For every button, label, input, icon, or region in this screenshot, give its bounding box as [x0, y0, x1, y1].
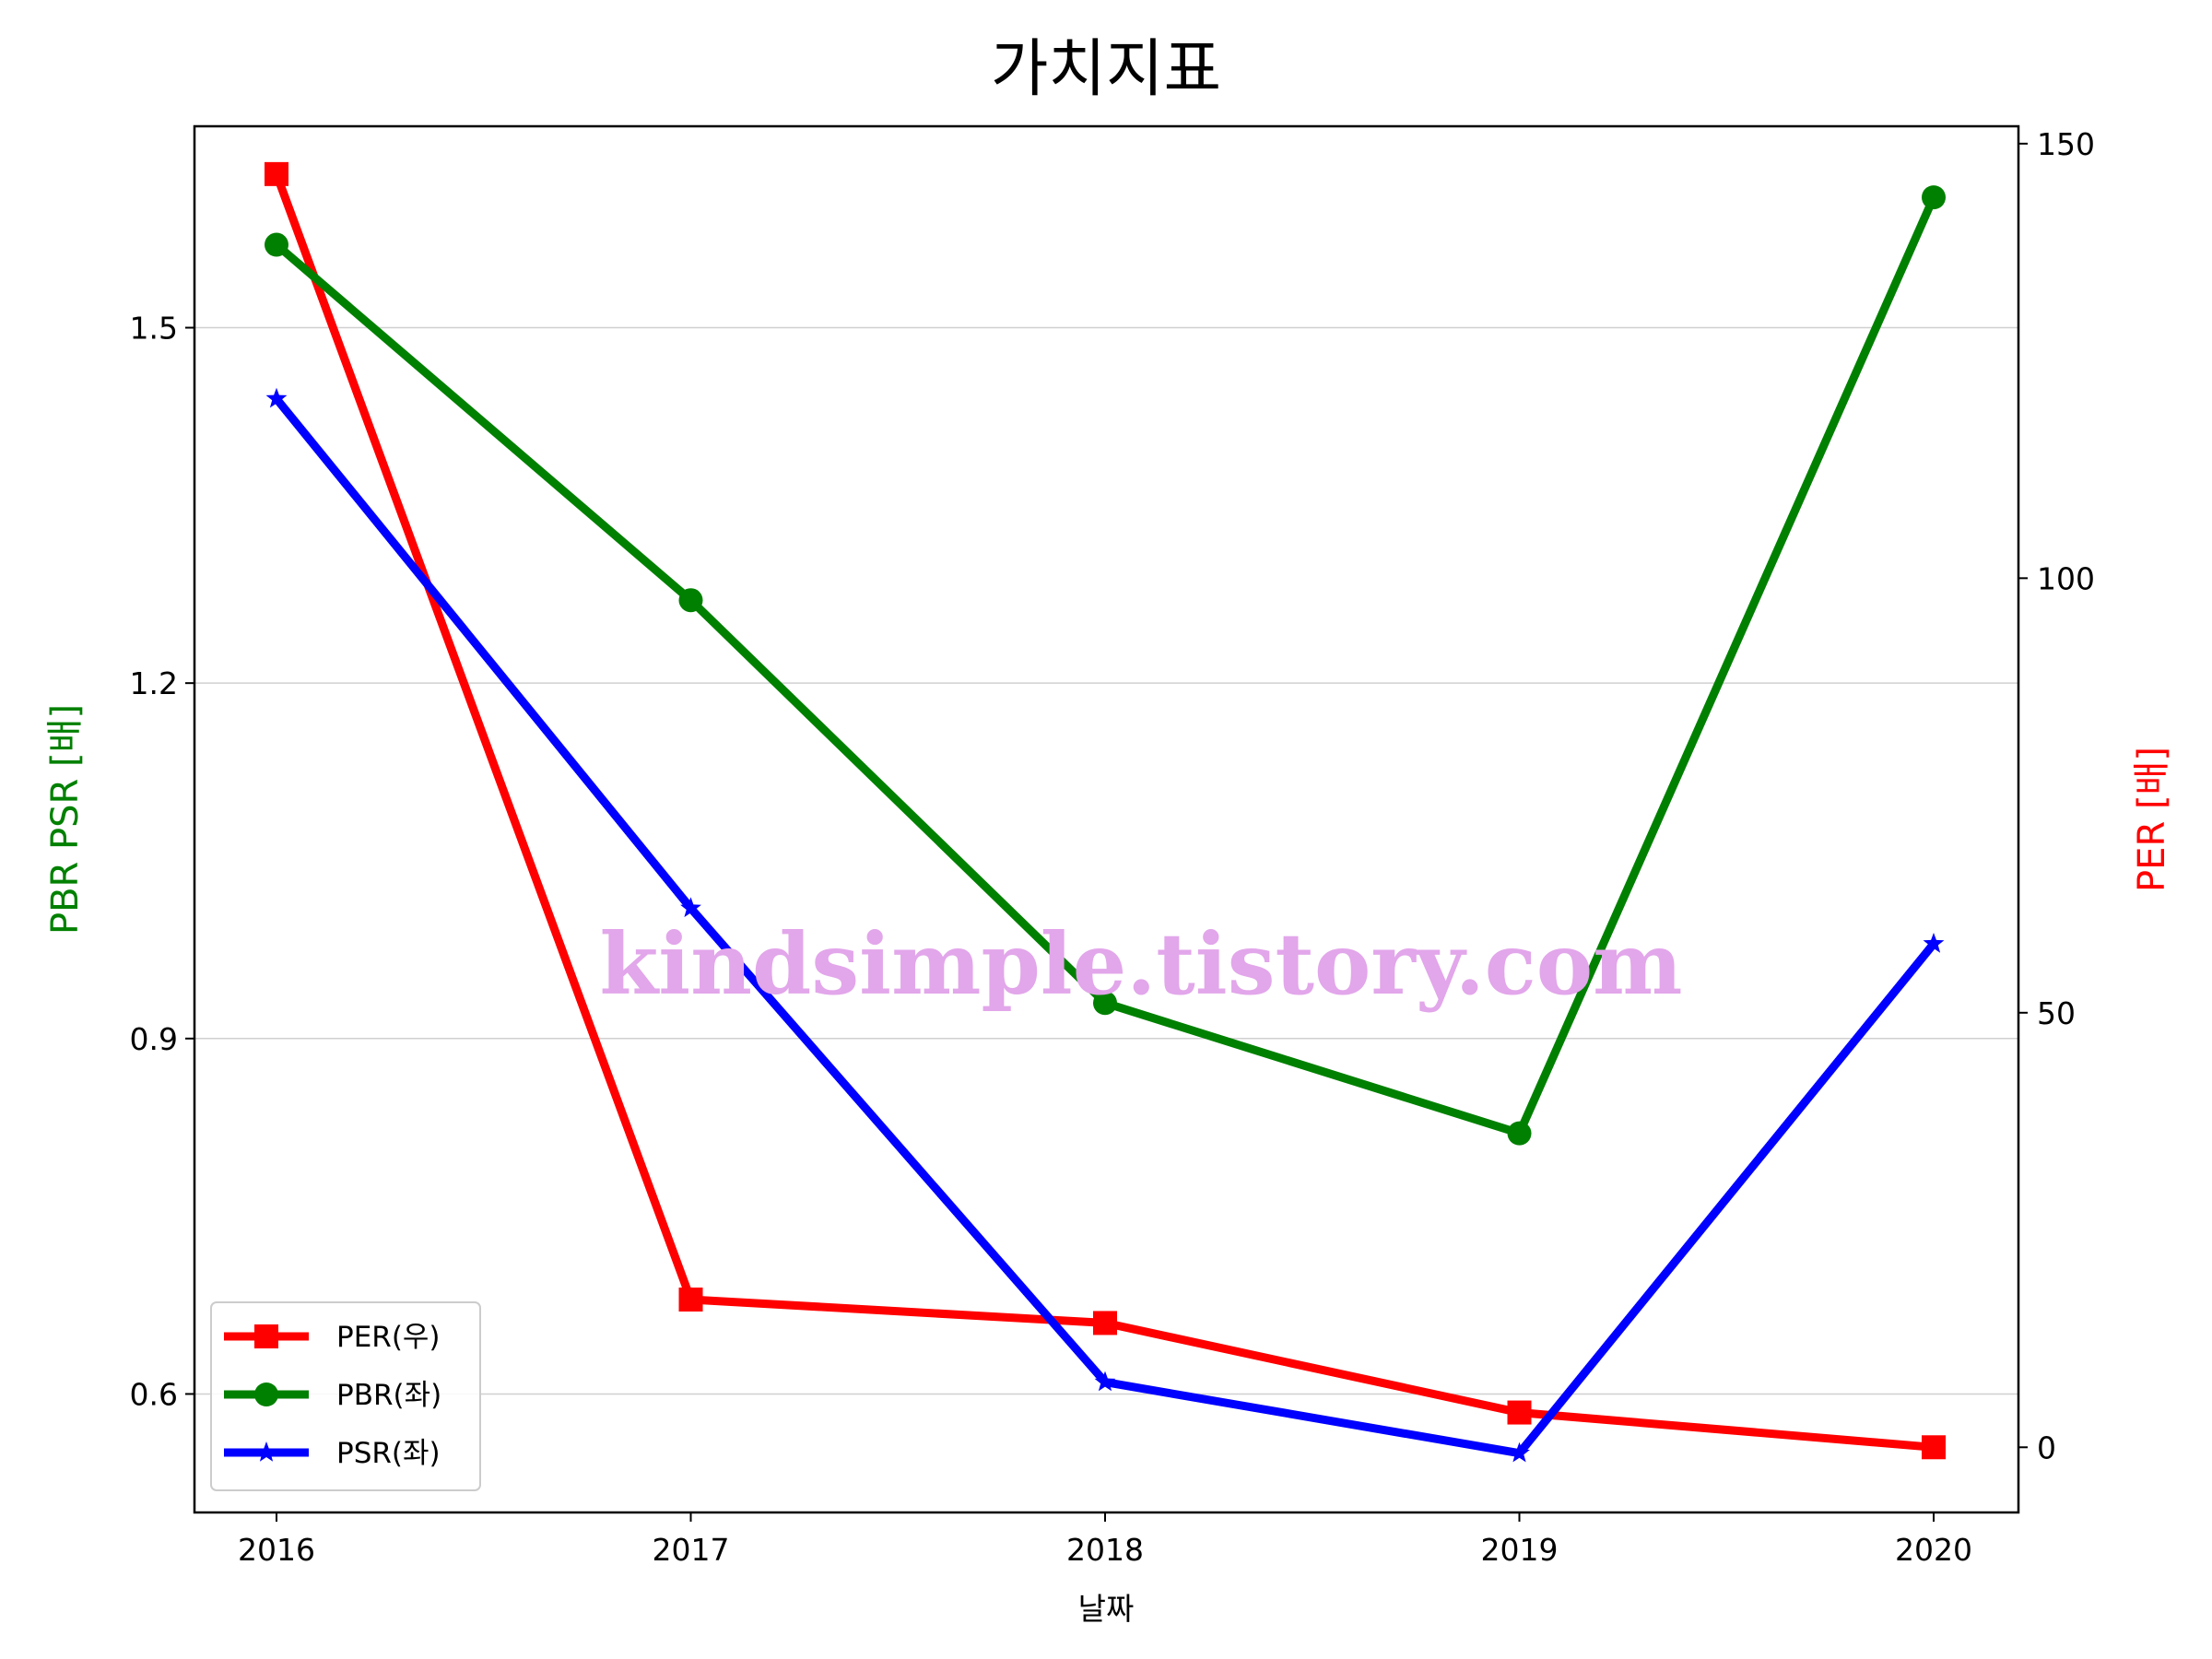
- legend: PER(우) PBR(좌) PSR(좌): [210, 1301, 481, 1491]
- legend-label-psr: PSR(좌): [336, 1437, 441, 1470]
- x-tick-label: 2020: [1895, 1532, 1972, 1568]
- psr-point: [1509, 1441, 1530, 1463]
- x-tick-label: 2017: [653, 1532, 730, 1568]
- x-tick-label: 2019: [1481, 1532, 1559, 1568]
- chart-title: 가치지표: [991, 33, 1221, 106]
- plot-frame: [193, 124, 2020, 1514]
- psr-point: [265, 387, 288, 408]
- x-axis-label: 날짜: [1078, 1591, 1135, 1627]
- left-y-tick-label: 1.5: [130, 311, 178, 347]
- series-psr: [265, 387, 1945, 1463]
- left-y-tick-label: 1.2: [130, 665, 178, 701]
- left-y-tick-label: 0.6: [130, 1376, 178, 1412]
- legend-marker-psr: [255, 1441, 277, 1462]
- pbr-point: [1922, 185, 1946, 210]
- legend-box: [210, 1301, 481, 1491]
- left-y-tick-label: 0.9: [130, 1021, 178, 1057]
- psr-point: [680, 897, 701, 918]
- series-pbr: [265, 185, 1946, 1146]
- pbr-point: [1507, 1121, 1532, 1146]
- legend-marker-pbr: [254, 1382, 278, 1406]
- per-point: [1922, 1435, 1946, 1460]
- psr-point: [1094, 1371, 1116, 1392]
- per-point: [265, 161, 288, 186]
- per-point: [1507, 1400, 1532, 1425]
- right-y-tick-label: 50: [2037, 995, 2076, 1031]
- series-layer: [265, 161, 1946, 1463]
- right-y-tick-label: 150: [2037, 126, 2095, 162]
- pbr-point: [1093, 991, 1117, 1016]
- grid-lines: [194, 326, 2018, 1395]
- per-point: [1093, 1311, 1117, 1335]
- series-per: [265, 161, 1946, 1460]
- left-y-axis: 0.6 0.9 1.2 1.5: [130, 311, 194, 1412]
- right-y-tick-label: 100: [2037, 560, 2095, 596]
- per-line: [272, 172, 1935, 1452]
- watermark-text: kindsimple.tistory.com: [599, 914, 1682, 1014]
- right-y-axis: 0 50 100 150: [2018, 126, 2095, 1465]
- right-y-tick-label: 0: [2037, 1430, 2056, 1465]
- x-tick-label: 2016: [238, 1532, 315, 1568]
- psr-point: [1923, 933, 1945, 953]
- x-tick-label: 2018: [1066, 1532, 1144, 1568]
- per-point: [678, 1287, 703, 1312]
- pbr-point: [678, 588, 703, 613]
- right-y-axis-label: PER [배]: [2131, 747, 2173, 892]
- pbr-point: [265, 232, 288, 257]
- left-y-axis-label: PBR PSR [배]: [44, 704, 87, 935]
- legend-marker-per: [254, 1324, 278, 1348]
- legend-label-pbr: PBR(좌): [336, 1379, 441, 1412]
- legend-label-per: PER(우): [336, 1321, 441, 1354]
- x-axis: 2016 2017 2018 2019 2020: [238, 1512, 1972, 1568]
